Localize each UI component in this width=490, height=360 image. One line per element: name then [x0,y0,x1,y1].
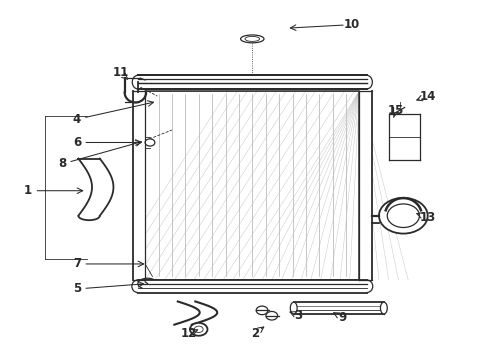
Circle shape [379,198,428,234]
Ellipse shape [290,302,297,314]
Circle shape [145,139,155,146]
Text: 5: 5 [73,283,81,296]
Circle shape [195,326,203,333]
Ellipse shape [241,35,264,43]
Text: 1: 1 [24,184,32,197]
Polygon shape [138,75,367,89]
Polygon shape [389,114,420,160]
Text: 13: 13 [419,211,436,224]
Text: 9: 9 [338,311,346,324]
Polygon shape [360,91,372,280]
Text: 15: 15 [388,104,404,117]
Circle shape [266,311,278,320]
Text: 14: 14 [419,90,436,103]
Ellipse shape [245,36,260,41]
Text: 12: 12 [181,327,197,340]
Circle shape [190,323,207,336]
Polygon shape [294,302,384,314]
Circle shape [256,306,268,315]
Text: 3: 3 [294,309,303,322]
Text: 10: 10 [344,18,360,31]
Text: 6: 6 [73,136,81,149]
Text: 11: 11 [113,66,129,79]
Circle shape [387,204,419,228]
Ellipse shape [380,302,387,314]
Text: 8: 8 [58,157,67,170]
Text: 7: 7 [73,257,81,270]
Text: 4: 4 [73,113,81,126]
Polygon shape [133,91,145,280]
Polygon shape [138,280,367,293]
Text: 2: 2 [251,327,259,340]
